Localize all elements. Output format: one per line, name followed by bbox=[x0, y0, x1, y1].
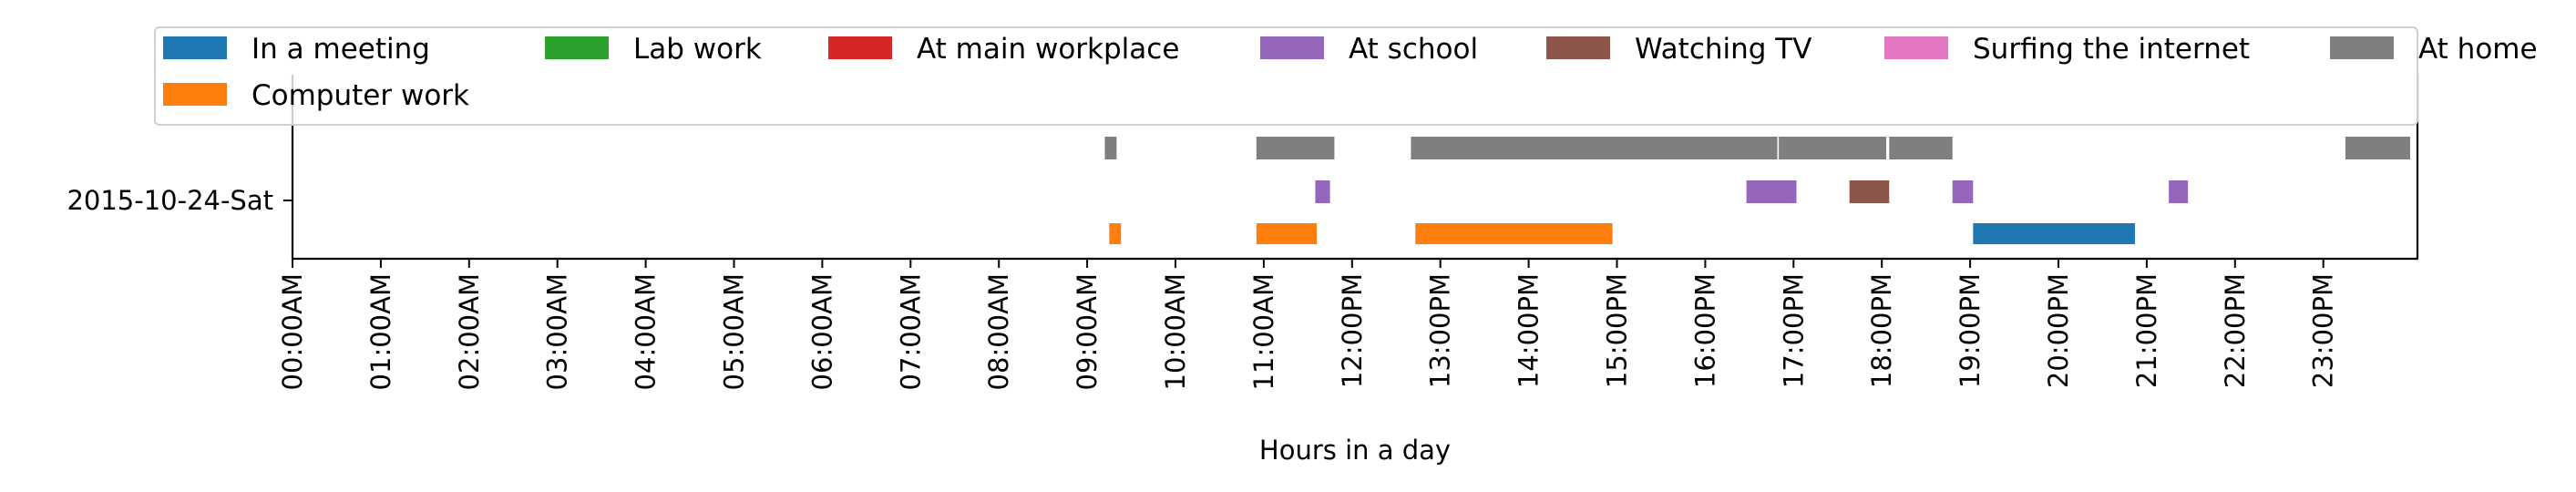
x-tick-label: 07:00AM bbox=[895, 273, 926, 390]
x-tick-label: 21:00PM bbox=[2131, 273, 2162, 388]
legend-swatch-lab-work bbox=[545, 36, 609, 59]
x-tick-label: 01:00AM bbox=[365, 273, 396, 390]
x-tick-label: 23:00PM bbox=[2308, 273, 2339, 388]
bar-at-home bbox=[1889, 137, 1953, 159]
x-tick-label: 14:00PM bbox=[1514, 273, 1545, 388]
x-tick-label: 15:00PM bbox=[1602, 273, 1633, 388]
x-tick-label: 05:00AM bbox=[719, 273, 750, 390]
legend-label-lab-work: Lab work bbox=[633, 33, 762, 66]
legend: In a meeting Lab work At main workplace At … bbox=[154, 26, 2538, 126]
bar-at-home bbox=[1779, 137, 1887, 159]
x-tick-label: 00:00AM bbox=[277, 273, 308, 390]
x-tick-label: 12:00PM bbox=[1337, 273, 1368, 388]
legend-label-at-main-workplace: At main workplace bbox=[917, 33, 1179, 66]
bar-at-home bbox=[2345, 137, 2410, 159]
bar-computer-work bbox=[1109, 223, 1122, 244]
x-tick-label: 22:00PM bbox=[2220, 273, 2251, 388]
x-tick-label: 09:00AM bbox=[1072, 273, 1103, 390]
x-tick-label: 20:00PM bbox=[2043, 273, 2074, 388]
legend-label-in-a-meeting: In a meeting bbox=[251, 33, 430, 66]
bar-at-school bbox=[1952, 180, 1974, 203]
bar-in-a-meeting bbox=[1973, 223, 2135, 244]
legend-label-surfing-the-internet: Surfing the internet bbox=[1973, 33, 2250, 66]
x-tick-label: 06:00AM bbox=[806, 273, 837, 390]
x-tick-label: 04:00AM bbox=[631, 273, 662, 390]
legend-swatch-computer-work bbox=[163, 83, 227, 106]
x-tick-label: 19:00PM bbox=[1955, 273, 1986, 388]
legend-swatch-watching-tv bbox=[1546, 36, 1610, 59]
x-axis-title: Hours in a day bbox=[1259, 435, 1451, 466]
x-tick-label: 10:00AM bbox=[1160, 273, 1191, 390]
legend-swatch-surfing-the-internet bbox=[1884, 36, 1948, 59]
bar-at-home bbox=[1411, 137, 1778, 159]
x-tick-label: 13:00PM bbox=[1425, 273, 1456, 388]
x-tick-label: 16:00PM bbox=[1689, 273, 1720, 388]
x-tick-label: 11:00AM bbox=[1248, 273, 1279, 390]
legend-label-at-school: At school bbox=[1349, 33, 1478, 66]
x-tick-label: 17:00PM bbox=[1778, 273, 1809, 388]
legend-label-at-home: At home bbox=[2418, 33, 2538, 66]
x-tick-label: 02:00AM bbox=[454, 273, 485, 390]
activity-bars bbox=[1104, 137, 2410, 244]
x-tick-label: 18:00PM bbox=[1866, 273, 1897, 388]
x-tick-label: 03:00AM bbox=[542, 273, 573, 390]
legend-swatch-at-home bbox=[2330, 36, 2394, 59]
bar-at-school bbox=[1315, 180, 1330, 203]
legend-swatch-at-main-workplace bbox=[828, 36, 892, 59]
legend-swatch-at-school bbox=[1260, 36, 1324, 59]
bar-at-home bbox=[1256, 137, 1335, 159]
legend-label-watching-tv: Watching TV bbox=[1635, 33, 1811, 66]
y-tick-label: 2015-10-24-Sat bbox=[67, 185, 273, 216]
bar-computer-work bbox=[1256, 223, 1318, 244]
bar-at-school bbox=[1746, 180, 1797, 203]
bar-at-home bbox=[1104, 137, 1117, 159]
bar-at-school bbox=[2169, 180, 2189, 203]
x-tick-label: 08:00AM bbox=[983, 273, 1014, 390]
bar-watching-tv bbox=[1849, 180, 1890, 203]
legend-label-computer-work: Computer work bbox=[251, 79, 469, 112]
x-ticks: 00:00AM 01:00AM 02:00AM 03:00AM 04:00AM 05:00… bbox=[277, 259, 2339, 390]
bar-computer-work bbox=[1415, 223, 1613, 244]
legend-swatch-in-a-meeting bbox=[163, 36, 227, 59]
legend-frame bbox=[154, 26, 2418, 126]
